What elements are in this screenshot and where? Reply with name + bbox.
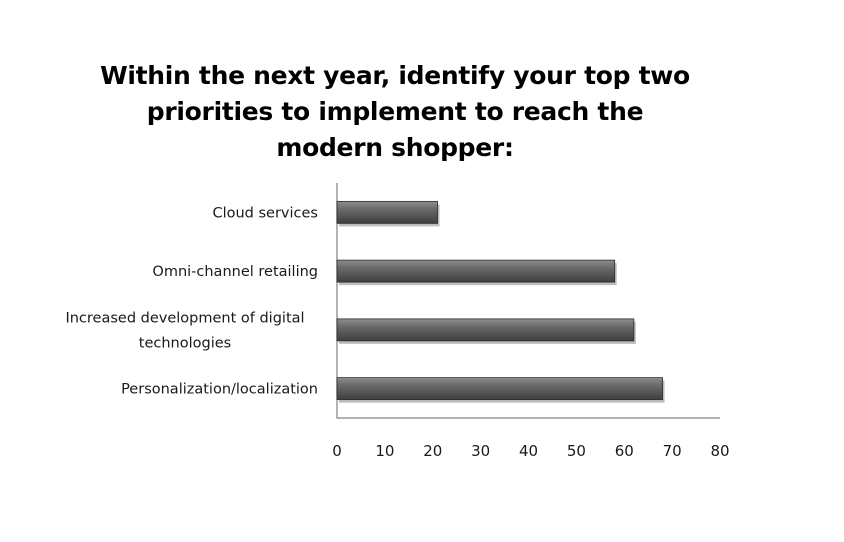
category-label: Personalization/localization [121, 382, 318, 398]
x-tick-label: 30 [471, 442, 490, 460]
bar [336, 377, 663, 401]
bar [336, 318, 635, 342]
bar [336, 259, 616, 283]
bars [336, 200, 665, 403]
x-tick-label: 70 [663, 442, 682, 460]
x-tick-label: 20 [423, 442, 442, 460]
x-tick-label: 10 [375, 442, 394, 460]
x-tick-label: 40 [519, 442, 538, 460]
x-tick-label: 0 [332, 442, 342, 460]
category-label: Cloud services [212, 205, 318, 221]
x-tick-label: 60 [615, 442, 634, 460]
category-labels: Cloud services Omni-channel retailing Incr… [65, 205, 318, 397]
chart-title: Within the next year, identify your top … [100, 61, 690, 162]
bar [336, 200, 438, 224]
category-label: Omni-channel retailing [152, 264, 318, 280]
x-tick-label: 50 [567, 442, 586, 460]
x-tick-labels: 0 10 20 30 40 50 60 70 80 [332, 442, 729, 460]
category-label: Increased development of digital technolo… [65, 310, 304, 351]
x-tick-label: 80 [710, 442, 729, 460]
